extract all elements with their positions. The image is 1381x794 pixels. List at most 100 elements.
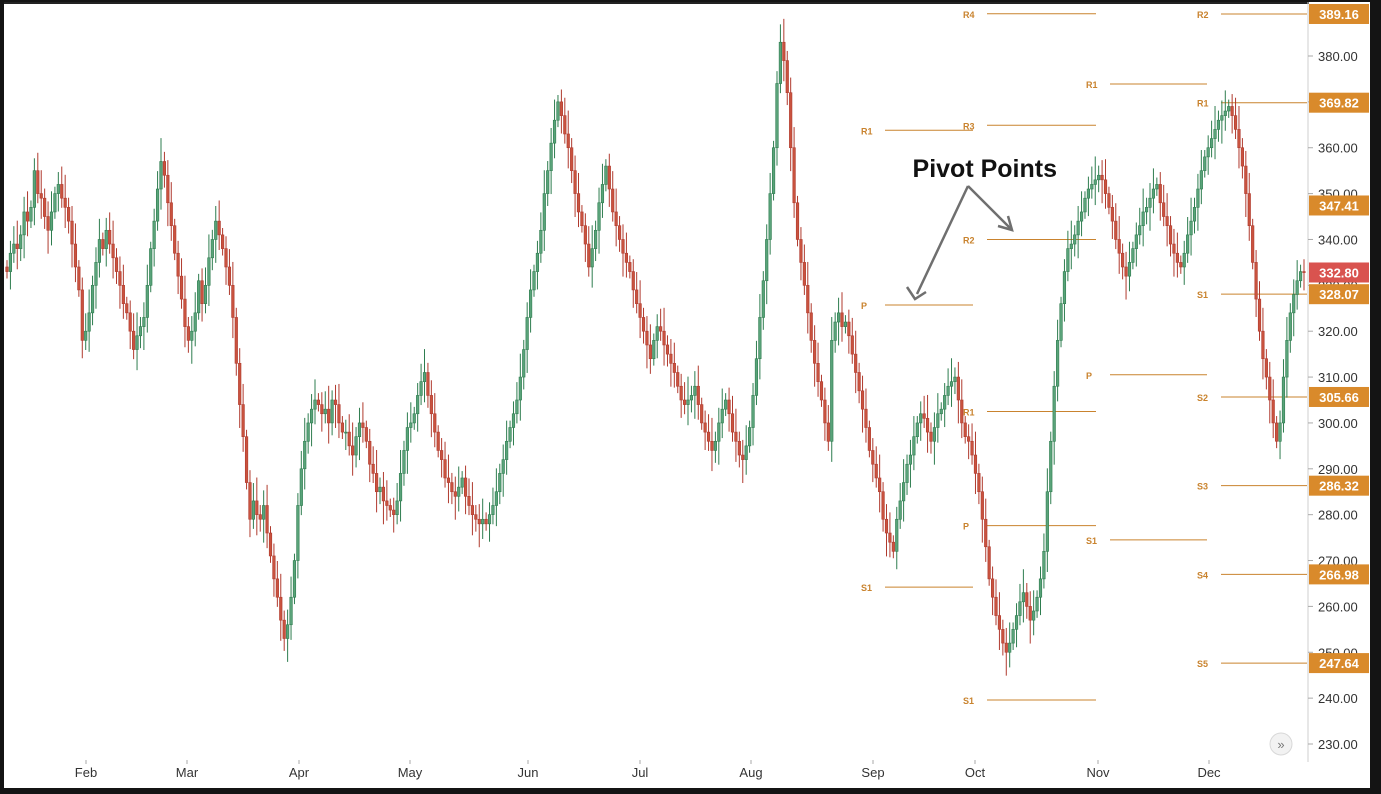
candle-body bbox=[446, 477, 451, 483]
candle-body bbox=[1025, 592, 1029, 607]
candle-body bbox=[765, 239, 769, 282]
x-tick-label: Apr bbox=[289, 765, 310, 780]
candle-body bbox=[210, 239, 214, 259]
candle-body bbox=[782, 41, 786, 61]
x-tick-label: Jul bbox=[632, 765, 649, 780]
candle-body bbox=[977, 473, 981, 493]
candle-body bbox=[525, 317, 529, 350]
candle-body bbox=[97, 239, 101, 263]
candle-body bbox=[1042, 551, 1046, 580]
candle-body bbox=[1210, 138, 1214, 149]
candle-body bbox=[1134, 234, 1138, 249]
candle-body bbox=[436, 431, 440, 451]
pivot-label: P bbox=[861, 301, 867, 311]
candle-body bbox=[1100, 174, 1104, 181]
candle-body bbox=[1302, 271, 1306, 273]
candle-body bbox=[419, 381, 423, 396]
current-price-tag bbox=[1309, 262, 1369, 283]
candle-body bbox=[669, 353, 673, 364]
candle-body bbox=[1103, 179, 1108, 194]
candle-body bbox=[775, 83, 779, 149]
candle-body bbox=[847, 321, 851, 337]
candle-body bbox=[878, 477, 882, 493]
candle-body bbox=[440, 450, 444, 460]
candle-body bbox=[1271, 399, 1275, 424]
candle-body bbox=[1240, 147, 1244, 167]
candle-body bbox=[1107, 193, 1111, 208]
price-tag-label: 286.32 bbox=[1319, 479, 1359, 494]
candle-body bbox=[672, 363, 676, 373]
scroll-right-button[interactable]: » bbox=[1269, 732, 1293, 756]
candle-body bbox=[292, 560, 297, 598]
candle-body bbox=[251, 500, 255, 520]
candle-body bbox=[275, 578, 279, 598]
candle-body bbox=[416, 395, 420, 415]
candle-body bbox=[600, 184, 605, 204]
candle-body bbox=[837, 312, 841, 323]
candle-body bbox=[398, 473, 403, 502]
candle-body bbox=[1196, 188, 1200, 208]
candle-body bbox=[73, 243, 78, 268]
candle-body bbox=[518, 376, 522, 401]
candle-body bbox=[429, 395, 433, 415]
candle-body bbox=[809, 312, 813, 341]
annotation-arrowhead-right bbox=[997, 215, 1014, 232]
candle-body bbox=[768, 193, 772, 240]
candle-body bbox=[789, 92, 793, 149]
candle-body bbox=[70, 220, 74, 245]
candle-body bbox=[214, 220, 218, 240]
chevron-double-right-icon: » bbox=[1277, 737, 1284, 752]
pivot-label: R2 bbox=[963, 235, 975, 245]
candle-body bbox=[696, 385, 700, 405]
candle-body bbox=[1233, 115, 1238, 130]
y-tick-label: 320.00 bbox=[1318, 324, 1358, 339]
candle-body bbox=[1281, 376, 1286, 424]
candle-body bbox=[231, 285, 235, 318]
candle-body bbox=[145, 285, 149, 318]
pivot-label: P bbox=[1086, 371, 1092, 381]
annotation-text: Pivot Points bbox=[913, 155, 1057, 183]
candle-body bbox=[1155, 184, 1159, 190]
candle-body bbox=[19, 234, 23, 249]
candle-body bbox=[576, 193, 581, 213]
candle-body bbox=[470, 505, 474, 515]
candle-body bbox=[1247, 193, 1251, 227]
pivot-label: R1 bbox=[1197, 99, 1209, 109]
candle-body bbox=[1237, 129, 1241, 149]
candle-body bbox=[590, 248, 594, 268]
x-tick-label: Oct bbox=[965, 765, 986, 780]
candle-body bbox=[354, 436, 358, 456]
candle-body bbox=[84, 330, 88, 341]
candle-body bbox=[378, 486, 382, 493]
candle-body bbox=[347, 431, 351, 447]
candle-body bbox=[241, 404, 245, 437]
candle-body bbox=[299, 468, 303, 506]
candle-body bbox=[1066, 248, 1070, 272]
candle-body bbox=[111, 243, 115, 259]
candle-body bbox=[570, 147, 574, 171]
candle-body bbox=[850, 335, 854, 355]
candle-body bbox=[49, 211, 54, 231]
y-tick-label: 280.00 bbox=[1318, 508, 1358, 523]
candle-body bbox=[648, 344, 652, 360]
candle-body bbox=[840, 312, 844, 327]
candle-body bbox=[676, 372, 680, 387]
candle-body bbox=[200, 280, 204, 304]
candle-body bbox=[734, 431, 738, 442]
candle-body bbox=[997, 615, 1002, 630]
candle-body bbox=[169, 202, 173, 227]
price-tag bbox=[1309, 475, 1369, 496]
price-tag-label: 305.66 bbox=[1319, 390, 1359, 405]
candle-body bbox=[700, 404, 704, 424]
candle-body bbox=[1223, 110, 1227, 116]
candle-body bbox=[1189, 220, 1193, 236]
annotation-arrow-left bbox=[915, 185, 970, 295]
candle-body bbox=[1127, 262, 1132, 277]
candle-body bbox=[193, 312, 197, 332]
candle-body bbox=[121, 285, 125, 304]
candle-body bbox=[1216, 119, 1221, 130]
candle-body bbox=[402, 450, 406, 474]
candle-body bbox=[1062, 271, 1067, 304]
candle-body bbox=[1268, 376, 1272, 401]
candle-body bbox=[344, 431, 348, 434]
